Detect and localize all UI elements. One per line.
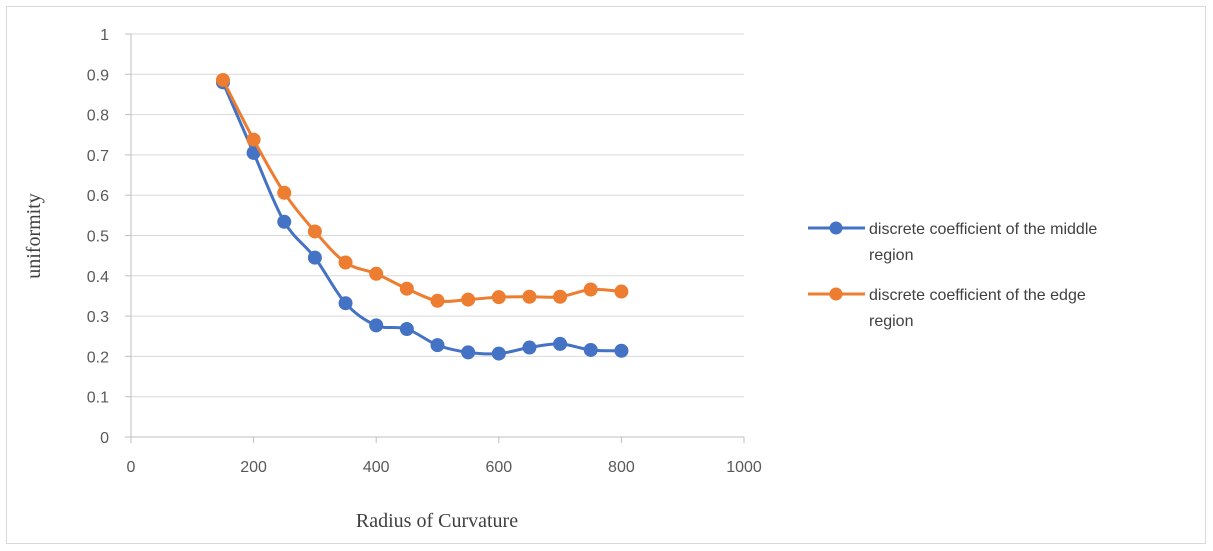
- y-tick-label: 0.9: [87, 67, 109, 84]
- x-tick-label: 200: [240, 459, 267, 476]
- data-point: [277, 214, 292, 229]
- data-point: [277, 185, 292, 200]
- x-tick-label: 400: [363, 459, 390, 476]
- legend-label: discrete coefficient of the middle region: [869, 221, 1097, 264]
- series-layer: [215, 72, 629, 361]
- y-tick-label: 0.4: [87, 269, 109, 286]
- data-point: [215, 72, 230, 87]
- chart-frame: [6, 6, 1206, 544]
- y-tick-label: 0: [100, 430, 109, 447]
- data-point: [583, 282, 598, 297]
- data-point: [369, 318, 384, 333]
- legend-label: discrete coefficient of the edge region: [869, 287, 1086, 330]
- data-point: [614, 343, 629, 358]
- data-point: [307, 224, 322, 239]
- y-tick-label: 0.7: [87, 148, 109, 165]
- y-tick-label: 0.5: [87, 229, 109, 246]
- x-tick-labels: 0 200 400 600 800 1000: [127, 459, 762, 476]
- data-point: [553, 289, 568, 304]
- y-tick-label: 0.8: [87, 108, 109, 125]
- data-point: [522, 289, 537, 304]
- data-point: [491, 290, 506, 305]
- data-point: [307, 250, 322, 265]
- data-point: [430, 338, 445, 353]
- data-point: [461, 292, 476, 307]
- legend: discrete coefficient of the middle region…: [808, 221, 1097, 330]
- data-point: [583, 342, 598, 357]
- data-point: [461, 345, 476, 360]
- data-point: [338, 255, 353, 270]
- y-tick-label: 0.2: [87, 349, 109, 366]
- data-point: [246, 132, 261, 147]
- axes: [125, 33, 745, 443]
- legend-entry-2: discrete coefficient of the edge region: [808, 287, 1086, 330]
- y-tick-label: 0.3: [87, 309, 109, 326]
- legend-marker: [829, 221, 843, 235]
- data-point: [553, 336, 568, 351]
- data-point: [430, 293, 445, 308]
- legend-marker: [829, 287, 843, 301]
- y-axis-title: uniformity: [23, 193, 45, 279]
- data-point: [338, 296, 353, 311]
- legend-entry-1: discrete coefficient of the middle region: [808, 221, 1097, 264]
- y-tick-label: 0.1: [87, 390, 109, 407]
- data-point: [522, 340, 537, 355]
- x-tick-label: 0: [127, 459, 136, 476]
- data-point: [399, 281, 414, 296]
- x-tick-label: 1000: [726, 459, 762, 476]
- data-point: [614, 284, 629, 299]
- gridlines: [131, 33, 744, 398]
- data-point: [491, 346, 506, 361]
- data-point: [369, 266, 384, 281]
- x-axis-title: Radius of Curvature: [356, 510, 518, 532]
- x-tick-label: 800: [608, 459, 635, 476]
- y-tick-labels: 0 0.1 0.2 0.3 0.4 0.5 0.6 0.7 0.8 0.9 1: [87, 27, 109, 447]
- y-tick-label: 0.6: [87, 188, 109, 205]
- data-point: [399, 321, 414, 336]
- y-tick-label: 1: [100, 27, 109, 44]
- x-tick-label: 600: [485, 459, 512, 476]
